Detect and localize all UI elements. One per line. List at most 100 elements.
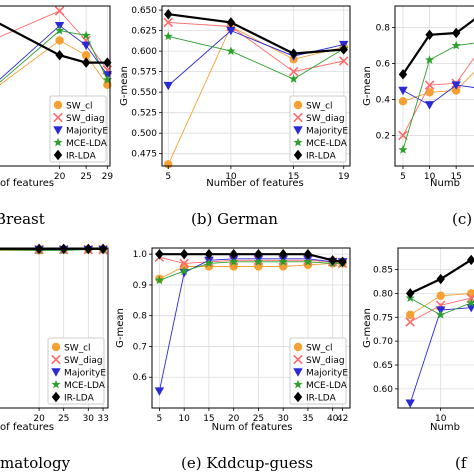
point-MCE-LDA — [163, 31, 173, 41]
legend-marker-MCE-LDA — [293, 137, 303, 147]
point-MajorityE — [398, 86, 408, 96]
legend-marker-MajorityE — [51, 368, 61, 377]
point-IR-LDA — [98, 243, 108, 254]
y-axis-label: G-mean — [115, 308, 126, 348]
legend-box — [289, 95, 347, 163]
legend-label: SW_cl — [64, 344, 91, 354]
legend-marker-SW_cl — [51, 342, 61, 352]
panel-caption: Breast — [0, 210, 45, 228]
plot-frame — [397, 247, 474, 409]
point-SW_cl — [436, 291, 445, 300]
point-IR-LDA — [84, 243, 93, 254]
series-line-SW_diag — [402, 57, 474, 136]
point-MCE-LDA — [303, 257, 313, 266]
y-tick-label: 0.65 — [373, 361, 393, 371]
point-IR-LDA — [278, 248, 288, 260]
x-tick-label: 10 — [435, 414, 447, 424]
point-MCE-LDA — [289, 74, 299, 83]
legend-marker-SW_diag — [293, 112, 303, 123]
legend-label: MajorityE — [306, 369, 348, 379]
point-MCE-LDA — [81, 30, 91, 40]
series-line-SW_cl — [0, 39, 108, 86]
y-tick-label: 0.9 — [133, 281, 148, 291]
legend: SW_cl SW_diag MajorityE MCE-LDA IR-LDA — [49, 95, 108, 163]
legend-label: SW_diag — [306, 114, 345, 124]
point-SW_diag — [54, 6, 65, 16]
plot-frame — [0, 5, 111, 167]
legend-marker-IR-LDA — [293, 391, 303, 403]
point-IR-LDA — [289, 48, 298, 59]
x-tick-label: 10 — [178, 414, 190, 424]
series-line-MajorityE — [409, 305, 474, 404]
point-SW_cl — [55, 36, 64, 45]
legend-marker-MajorityE — [293, 368, 303, 377]
x-tick-label: 25 — [253, 414, 264, 424]
point-SW_diag — [179, 258, 189, 269]
panel-german: 5 10 15 19 0.475 0.500 0.525 0.550 0.575 0.600 0.6… — [119, 5, 351, 228]
point-MCE-LDA — [253, 257, 263, 266]
point-MajorityE — [154, 387, 165, 396]
y-tick-label: 0.6 — [376, 60, 391, 70]
point-SW_cl — [451, 86, 461, 95]
legend-marker-SW_cl — [53, 100, 63, 110]
y-tick-label: 0.575 — [131, 68, 157, 78]
point-IR-LDA — [254, 248, 263, 260]
point-SW_cl — [406, 310, 415, 320]
point-MajorityE — [466, 304, 474, 313]
legend-marker-MCE-LDA — [53, 137, 63, 147]
y-tick-label: 0.650 — [131, 6, 157, 16]
legend-label: SW_diag — [306, 356, 345, 366]
panel-caption: (f — [455, 454, 468, 472]
x-tick-label: 35 — [302, 414, 313, 424]
point-SW_diag — [424, 80, 435, 90]
y-tick-label: 0.85 — [373, 265, 393, 275]
legend-label: MajorityE — [66, 127, 108, 137]
y-tick-label: 0.7 — [133, 342, 147, 352]
y-tick-label: 0.500 — [131, 129, 157, 139]
panel-caption: (e) Kddcup-guess — [181, 454, 313, 472]
series-line-IR-LDA — [168, 13, 344, 55]
point-IR-LDA — [303, 248, 313, 260]
x-tick-label: 10 — [225, 172, 237, 182]
x-tick-label: 20 — [33, 414, 45, 424]
x-tick-label: 15 — [288, 172, 299, 182]
x-tick-label: 20 — [228, 414, 240, 424]
x-axis-label: of features — [0, 422, 54, 433]
point-MajorityE — [226, 26, 236, 36]
point-SW_diag — [288, 66, 299, 77]
legend-marker-SW_cl — [293, 342, 303, 352]
y-tick-label: 0.4 — [376, 95, 391, 105]
series-line-IR-LDA — [409, 258, 474, 295]
point-MCE-LDA — [102, 75, 112, 84]
point-IR-LDA — [34, 243, 44, 254]
legend: SW_cl SW_diag MajorityE MCE-LDA IR-LDA — [289, 337, 348, 405]
x-axis-label: of features — [0, 178, 54, 189]
point-SW_diag — [405, 317, 415, 327]
legend-marker-IR-LDA — [293, 149, 303, 161]
series-line-SW_diag — [0, 10, 108, 71]
legend-label: SW_diag — [66, 114, 105, 124]
legend-label: MCE-LDA — [306, 381, 348, 391]
point-MCE-LDA — [425, 55, 435, 64]
point-MCE-LDA — [204, 258, 214, 268]
y-tick-label: 0.600 — [131, 47, 157, 57]
y-tick-label: 0.550 — [131, 88, 157, 98]
series-line-IR-LDA — [0, 22, 108, 64]
point-IR-LDA — [339, 44, 348, 55]
point-MCE-LDA — [466, 298, 474, 307]
series-line-MajorityE — [402, 84, 474, 106]
legend-box — [49, 95, 107, 163]
x-tick-label: 42 — [337, 414, 348, 424]
x-tick-label: 29 — [102, 172, 114, 182]
y-tick-label: 0.70 — [373, 337, 393, 347]
legend-label: MajorityE — [306, 127, 348, 137]
y-tick-label: 0.8 — [133, 312, 148, 322]
plot-frame — [161, 5, 351, 167]
legend-marker-SW_diag — [293, 354, 303, 365]
point-IR-LDA — [55, 50, 64, 61]
y-tick-label: 1.0 — [133, 250, 148, 260]
series-line-SW_cl — [402, 71, 474, 102]
x-tick-label: 15 — [203, 414, 214, 424]
series-line-SW_diag — [168, 21, 344, 73]
